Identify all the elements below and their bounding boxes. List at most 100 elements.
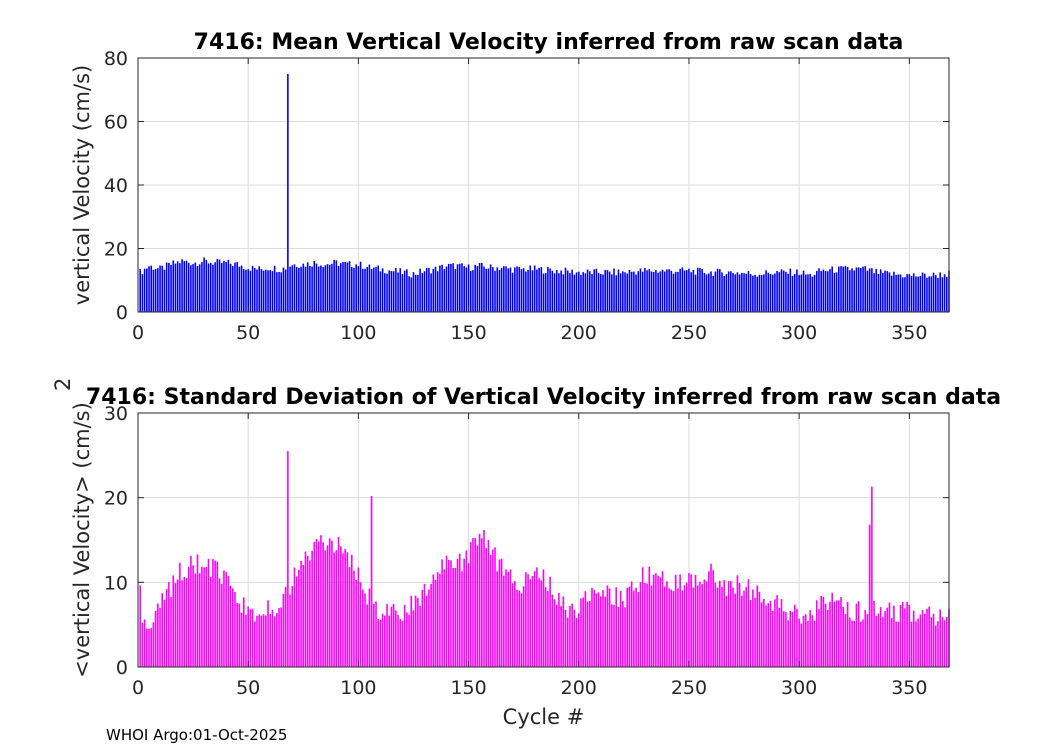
mean-bar [465, 267, 468, 312]
mean-bar [412, 272, 415, 312]
std-x-tick-label: 350 [891, 677, 927, 699]
std-bar [882, 617, 884, 667]
mean-bar [179, 263, 181, 312]
std-bar [789, 610, 792, 667]
mean-bar [730, 271, 732, 312]
mean-bar [375, 266, 377, 312]
std-bar [231, 588, 234, 667]
mean-bar [721, 272, 723, 312]
mean-bar [917, 276, 919, 312]
std-bar [212, 559, 214, 667]
std-bar [355, 579, 357, 667]
std-bar [313, 542, 316, 667]
mean-bar [564, 267, 567, 312]
mean-bar [284, 269, 287, 312]
std-bar [434, 579, 437, 667]
mean-bar [932, 272, 935, 312]
std-bar [450, 560, 452, 667]
mean-bar [897, 274, 900, 312]
std-bar [619, 590, 622, 667]
std-bar [765, 605, 767, 667]
std-bar [650, 585, 653, 667]
mean-bar [157, 268, 159, 312]
mean-bar [293, 264, 296, 312]
std-bar [500, 558, 503, 667]
mean-bar [315, 263, 318, 312]
std-bar [168, 582, 170, 667]
std-bar [679, 574, 681, 667]
std-bar [877, 613, 880, 667]
mean-bar [280, 272, 283, 312]
mean-bar [901, 277, 904, 312]
std-bar [710, 563, 712, 667]
mean-bar [904, 277, 906, 312]
std-bar [851, 620, 853, 667]
mean-bar [566, 270, 569, 312]
mean-bar [831, 266, 833, 312]
mean-bar [139, 269, 141, 312]
std-bar [533, 571, 536, 667]
mean-bar [800, 274, 803, 312]
mean-bar [774, 273, 776, 312]
std-bar [198, 573, 201, 667]
std-bar [584, 591, 587, 667]
std-bar [571, 603, 573, 667]
std-bar [361, 589, 364, 667]
mean-bar [586, 269, 589, 312]
std-bar [804, 614, 807, 667]
std-bar [575, 618, 578, 667]
mean-bar [205, 259, 208, 312]
mean-bar [326, 264, 329, 312]
mean-bar [381, 268, 384, 312]
std-x-tick-label: 200 [561, 677, 597, 699]
mean-bar [802, 270, 805, 312]
std-bar [923, 613, 926, 667]
mean-bar [551, 270, 554, 312]
std-bar [514, 581, 516, 667]
std-bar [657, 575, 659, 667]
std-bar [677, 588, 679, 667]
std-bar [165, 588, 168, 667]
mean-bar [487, 268, 490, 312]
std-bar [606, 585, 609, 667]
std-bar [683, 585, 686, 667]
std-bar [179, 562, 181, 667]
std-bar [637, 592, 640, 667]
std-bar [633, 590, 635, 667]
std-bar [897, 621, 900, 667]
mean-bar [267, 270, 269, 312]
std-bar [868, 524, 871, 667]
std-bar [339, 546, 342, 667]
mean-bar [919, 275, 922, 312]
mean-bar [818, 268, 820, 312]
std-bar [875, 615, 878, 667]
mean-bar [681, 267, 684, 312]
mean-bar [496, 267, 499, 312]
mean-bar [373, 267, 375, 312]
std-x-tick-label: 250 [671, 677, 707, 699]
mean-bar [639, 268, 642, 312]
std-bar [787, 620, 789, 667]
mean-bar [710, 271, 712, 312]
std-bar [467, 563, 470, 667]
std-bar [820, 595, 822, 667]
std-bar [569, 605, 571, 667]
mean-bar [247, 269, 249, 312]
mean-velocity-subplot: 0 50 100 150 200 250 300 350 0 20 40 60 80 7416: Mean… [70, 30, 950, 344]
std-bar [542, 569, 545, 667]
mean-bar [683, 270, 686, 312]
std-bar [628, 586, 631, 667]
mean-bar [677, 271, 679, 312]
mean-bar [798, 274, 800, 312]
std-bar [392, 603, 395, 667]
std-x-tick-label: 300 [781, 677, 817, 699]
mean-bar [749, 274, 752, 312]
mean-bar [364, 268, 366, 312]
std-bar [849, 617, 851, 667]
mean-bar [291, 265, 294, 312]
std-bar [251, 608, 254, 667]
std-bar [218, 578, 221, 667]
mean-bar [236, 262, 238, 312]
std-bar [146, 628, 148, 667]
std-bar [516, 589, 518, 667]
